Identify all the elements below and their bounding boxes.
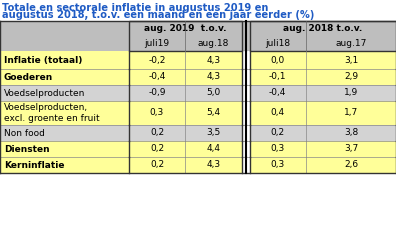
Text: -0,4: -0,4 — [269, 88, 286, 97]
Text: 0,3: 0,3 — [150, 108, 164, 117]
Text: juli19: juli19 — [144, 39, 170, 48]
Text: aug.18: aug.18 — [198, 39, 229, 48]
Text: 4,3: 4,3 — [206, 160, 220, 169]
Text: 0,4: 0,4 — [271, 108, 285, 117]
Text: aug. 2019  t.o.v.: aug. 2019 t.o.v. — [144, 24, 226, 33]
Bar — [0, 21, 396, 51]
Text: 4,4: 4,4 — [206, 144, 220, 153]
Bar — [129, 125, 242, 141]
Text: 0,2: 0,2 — [150, 160, 164, 169]
Text: 3,8: 3,8 — [344, 128, 358, 137]
Bar — [129, 141, 242, 157]
Text: 0,3: 0,3 — [271, 144, 285, 153]
Bar — [0, 157, 129, 173]
Text: 0,2: 0,2 — [150, 144, 164, 153]
Bar — [250, 125, 396, 141]
Text: Diensten: Diensten — [4, 144, 50, 153]
Text: 5,4: 5,4 — [206, 108, 220, 117]
Bar — [129, 69, 242, 85]
Text: aug.17: aug.17 — [335, 39, 367, 48]
Bar — [242, 157, 250, 173]
Bar — [250, 101, 396, 125]
Bar — [250, 141, 396, 157]
Text: -0,1: -0,1 — [269, 72, 286, 81]
Text: Voedselproducten: Voedselproducten — [4, 88, 85, 97]
Bar — [129, 21, 242, 51]
Bar — [0, 69, 129, 85]
Text: -0,4: -0,4 — [148, 72, 166, 81]
Bar — [250, 51, 396, 69]
Bar — [0, 101, 129, 125]
Text: -0,2: -0,2 — [148, 56, 166, 65]
Bar — [250, 157, 396, 173]
Text: -0,9: -0,9 — [148, 88, 166, 97]
Text: aug. 2018 t.o.v.: aug. 2018 t.o.v. — [283, 24, 362, 33]
Bar — [129, 51, 242, 69]
Bar — [250, 85, 396, 101]
Text: Totale en sectorale inflatie in augustus 2019 en: Totale en sectorale inflatie in augustus… — [2, 3, 268, 13]
Bar — [242, 51, 250, 69]
Bar — [129, 157, 242, 173]
Text: 0,3: 0,3 — [271, 160, 285, 169]
Text: 2,6: 2,6 — [344, 160, 358, 169]
Bar — [250, 69, 396, 85]
Text: augustus 2018, t.o.v. een maand en een jaar eerder (%): augustus 2018, t.o.v. een maand en een j… — [2, 11, 314, 20]
Bar — [129, 101, 242, 125]
Bar — [0, 85, 129, 101]
Text: 4,3: 4,3 — [206, 72, 220, 81]
Text: Goederen: Goederen — [4, 72, 53, 81]
Text: 3,7: 3,7 — [344, 144, 358, 153]
Text: 1,7: 1,7 — [344, 108, 358, 117]
Text: 3,1: 3,1 — [344, 56, 358, 65]
Text: Voedselproducten,
excl. groente en fruit: Voedselproducten, excl. groente en fruit — [4, 103, 100, 123]
Bar — [129, 85, 242, 101]
Text: 0,0: 0,0 — [271, 56, 285, 65]
Bar — [242, 101, 250, 125]
Text: 0,2: 0,2 — [271, 128, 285, 137]
Bar — [242, 141, 250, 157]
Text: 1,9: 1,9 — [344, 88, 358, 97]
Text: Kerninflatie: Kerninflatie — [4, 160, 64, 169]
Bar — [242, 85, 250, 101]
Text: 3,5: 3,5 — [206, 128, 220, 137]
Bar — [242, 125, 250, 141]
Text: juli18: juli18 — [265, 39, 290, 48]
Text: 0,2: 0,2 — [150, 128, 164, 137]
Text: 4,3: 4,3 — [206, 56, 220, 65]
Text: Inflatie (totaal): Inflatie (totaal) — [4, 56, 82, 65]
Text: Non food: Non food — [4, 128, 45, 137]
Bar — [250, 21, 396, 51]
Bar — [0, 141, 129, 157]
Text: 2,9: 2,9 — [344, 72, 358, 81]
Bar — [0, 51, 129, 69]
Bar — [242, 69, 250, 85]
Bar — [0, 125, 129, 141]
Text: 5,0: 5,0 — [206, 88, 220, 97]
